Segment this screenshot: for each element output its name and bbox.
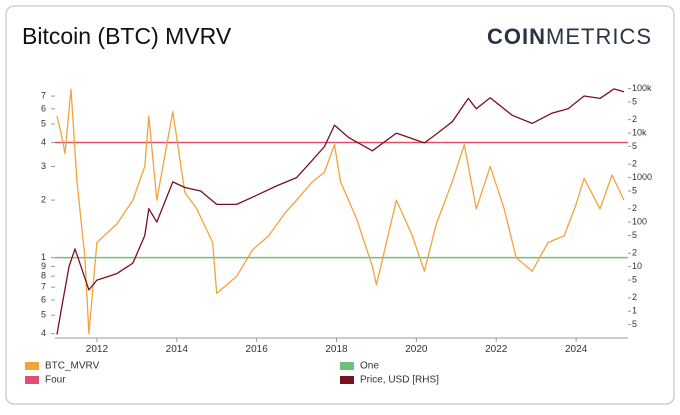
y2-tick-label: 1000 xyxy=(632,172,652,182)
x-tick-label: 2018 xyxy=(325,344,348,355)
y2-tick-label: 10 xyxy=(632,261,642,271)
y2-tick-label: 5 xyxy=(632,185,637,195)
legend-swatch xyxy=(25,376,39,384)
y2-tick-label: 5 xyxy=(632,141,637,151)
card xyxy=(5,5,675,405)
y2-tick-label: 5 xyxy=(632,274,637,284)
x-tick-label: 2012 xyxy=(86,344,109,355)
y-tick-label: 5 xyxy=(41,118,46,128)
x-tick-label: 2016 xyxy=(246,344,269,355)
y-tick-label: 4 xyxy=(41,328,46,338)
logo-light: METRICS xyxy=(546,24,652,49)
y2-tick-label: 2 xyxy=(632,203,637,213)
y2-tick-label: 10k xyxy=(632,127,647,137)
legend-swatch xyxy=(340,376,354,384)
legend-label: One xyxy=(360,361,379,372)
y-tick-label: 9 xyxy=(41,261,46,271)
y2-tick-label: 2 xyxy=(632,159,637,169)
x-tick-label: 2014 xyxy=(166,344,189,355)
y-tick-label: 4 xyxy=(41,137,46,147)
y-tick-label: 2 xyxy=(41,194,46,204)
logo: COINMETRICS xyxy=(487,24,652,49)
legend-label: Four xyxy=(45,375,66,386)
x-tick-label: 2024 xyxy=(565,344,588,355)
y-tick-label: 7 xyxy=(41,90,46,100)
x-tick-label: 2020 xyxy=(405,344,428,355)
legend-label: Price, USD [RHS] xyxy=(360,375,439,386)
y2-tick-label: 2 xyxy=(632,292,637,302)
series-line xyxy=(56,88,625,335)
legend-swatch xyxy=(340,362,354,370)
y2-tick-label: 2 xyxy=(632,248,637,258)
x-tick-label: 2022 xyxy=(485,344,508,355)
y2-tick-label: 5 xyxy=(632,230,637,240)
y2-tick-label: 100k xyxy=(632,83,652,93)
y-tick-label: 5 xyxy=(41,310,46,320)
y2-tick-label: 2 xyxy=(632,114,637,124)
y-tick-label: 3 xyxy=(41,161,46,171)
y-tick-label: 6 xyxy=(41,103,46,113)
y-tick-label: 8 xyxy=(41,271,46,281)
y2-tick-label: 1 xyxy=(632,306,637,316)
y2-tick-label: 5 xyxy=(632,96,637,106)
y-tick-label: 7 xyxy=(41,282,46,292)
logo-bold: COIN xyxy=(487,24,546,49)
series-line xyxy=(56,88,625,335)
chart-title: Bitcoin (BTC) MVRV xyxy=(22,23,232,49)
y2-tick-label: 100 xyxy=(632,216,647,226)
y-tick-label: 6 xyxy=(41,294,46,304)
legend-label: BTC_MVRV xyxy=(45,361,100,372)
y2-tick-label: 5 xyxy=(632,319,637,329)
y-tick-label: 1 xyxy=(41,252,46,262)
legend-swatch xyxy=(25,362,39,370)
